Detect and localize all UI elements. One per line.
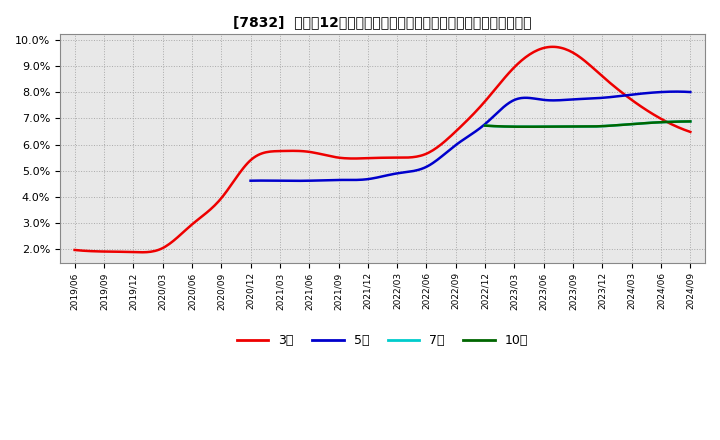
5年 xyxy=(618,93,627,99)
7年 xyxy=(667,119,676,125)
10年 xyxy=(654,120,663,125)
5年 xyxy=(686,89,695,95)
7年 xyxy=(521,124,530,129)
7年 xyxy=(686,119,695,124)
10年 xyxy=(482,123,490,128)
10年 xyxy=(607,123,616,128)
10年 xyxy=(521,124,530,129)
Title: [7832]  売上高12か月移動合計の対前年同期増減率の標準偏差の推移: [7832] 売上高12か月移動合計の対前年同期増減率の標準偏差の推移 xyxy=(233,15,532,29)
5年 xyxy=(292,178,300,183)
10年 xyxy=(667,119,676,125)
5年 xyxy=(517,95,526,101)
5年 xyxy=(671,89,680,94)
3年 xyxy=(449,131,458,136)
7年 xyxy=(482,123,490,128)
3年 xyxy=(437,142,446,147)
7年 xyxy=(607,123,616,128)
3年 xyxy=(593,70,602,75)
Line: 7年: 7年 xyxy=(485,121,690,127)
5年 xyxy=(248,178,256,183)
5年 xyxy=(647,90,655,95)
Line: 5年: 5年 xyxy=(251,92,690,181)
7年 xyxy=(603,123,612,128)
3年 xyxy=(439,140,448,145)
10年 xyxy=(603,123,611,128)
7年 xyxy=(481,123,490,128)
Legend: 3年, 5年, 7年, 10年: 3年, 5年, 7年, 10年 xyxy=(232,329,533,352)
3年 xyxy=(632,101,641,106)
3年 xyxy=(548,44,557,49)
Line: 3年: 3年 xyxy=(75,47,690,252)
10年 xyxy=(686,119,695,124)
5年 xyxy=(246,178,255,183)
Line: 10年: 10年 xyxy=(485,121,690,127)
10年 xyxy=(603,123,612,128)
3年 xyxy=(71,247,79,253)
3年 xyxy=(73,248,81,253)
3年 xyxy=(686,129,695,135)
5年 xyxy=(508,98,517,103)
10年 xyxy=(481,123,490,128)
5年 xyxy=(510,98,518,103)
3年 xyxy=(138,249,147,255)
7年 xyxy=(654,120,663,125)
7年 xyxy=(603,123,611,128)
